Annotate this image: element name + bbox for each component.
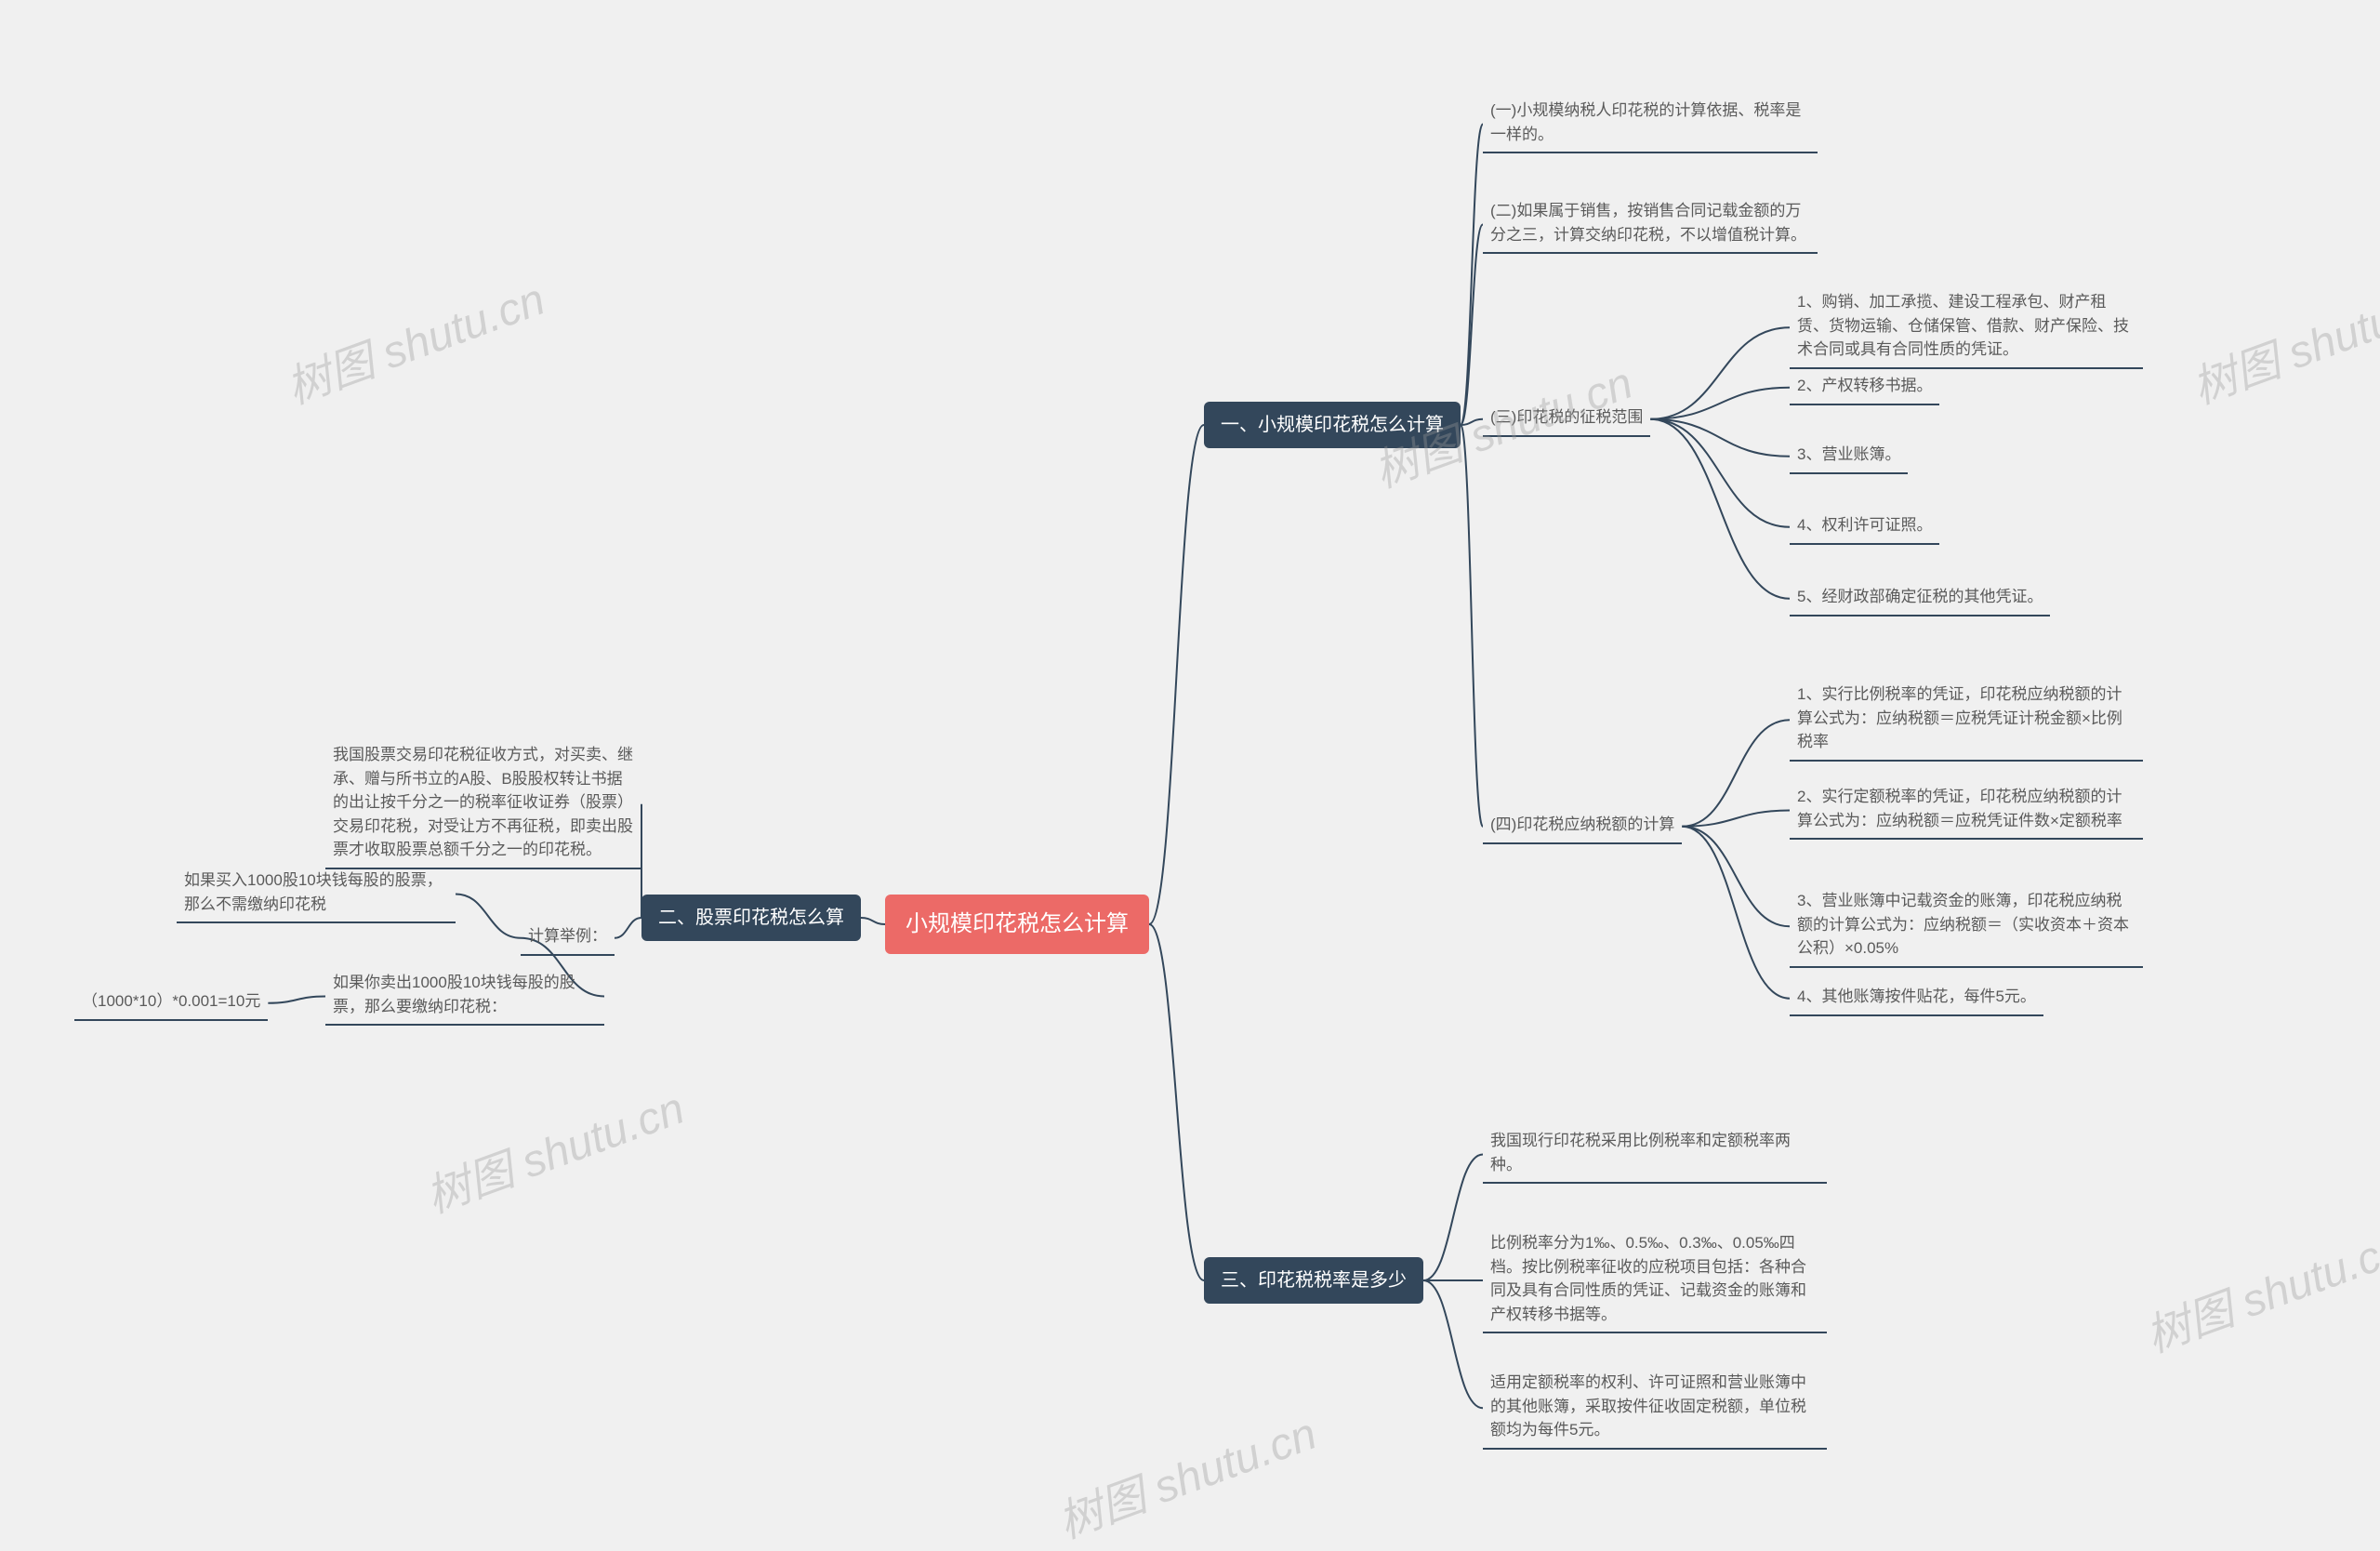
watermark: 树图 shutu.cn <box>2182 262 2380 416</box>
leaf-2-2-2-1: （1000*10）*0.001=10元 <box>74 986 268 1021</box>
branch-3: 三、印花税税率是多少 <box>1204 1257 1423 1304</box>
leaf-2-2-2: 如果你卖出1000股10块钱每股的股票，那么要缴纳印花税： <box>325 967 604 1026</box>
leaf-1-1: (一)小规模纳税人印花税的计算依据、税率是一样的。 <box>1483 95 1818 153</box>
leaf-1-2: (二)如果属于销售，按销售合同记载金额的万分之三，计算交纳印花税，不以增值税计算… <box>1483 195 1818 254</box>
leaf-1-4-4: 4、其他账簿按件贴花，每件5元。 <box>1790 981 2043 1016</box>
leaf-2-2-1: 如果买入1000股10块钱每股的股票，那么不需缴纳印花税 <box>177 865 456 923</box>
leaf-1-4-2: 2、实行定额税率的凭证，印花税应纳税额的计算公式为：应纳税额＝应税凭证件数×定额… <box>1790 781 2143 840</box>
leaf-2-1: 我国股票交易印花税征收方式，对买卖、继承、赠与所书立的A股、B股股权转让书据的出… <box>325 739 641 869</box>
branch-2: 二、股票印花税怎么算 <box>641 895 861 941</box>
leaf-2-2: 计算举例： <box>521 921 615 956</box>
watermark: 树图 shutu.cn <box>416 1071 692 1225</box>
watermark: 树图 shutu.cn <box>276 262 552 416</box>
leaf-1-3-2: 2、产权转移书据。 <box>1790 370 1939 405</box>
leaf-1-4-1: 1、实行比例税率的凭证，印花税应纳税额的计算公式为：应纳税额＝应税凭证计税金额×… <box>1790 679 2143 762</box>
leaf-1-3-5: 5、经财政部确定征税的其他凭证。 <box>1790 581 2050 616</box>
watermark: 树图 shutu.cn <box>1048 1397 1324 1550</box>
leaf-1-3: (三)印花税的征税范围 <box>1483 402 1650 437</box>
leaf-3-1: 我国现行印花税采用比例税率和定额税率两种。 <box>1483 1125 1827 1184</box>
leaf-1-3-1: 1、购销、加工承揽、建设工程承包、财产租赁、货物运输、仓储保管、借款、财产保险、… <box>1790 286 2143 369</box>
leaf-3-3: 适用定额税率的权利、许可证照和营业账簿中的其他账簿，采取按件征收固定税额，单位税… <box>1483 1367 1827 1450</box>
leaf-1-3-3: 3、营业账簿。 <box>1790 439 1908 474</box>
leaf-1-4: (四)印花税应纳税额的计算 <box>1483 809 1682 844</box>
branch-1: 一、小规模印花税怎么计算 <box>1204 402 1461 448</box>
watermark: 树图 shutu.cn <box>2135 1211 2380 1364</box>
leaf-1-4-3: 3、营业账簿中记载资金的账簿，印花税应纳税额的计算公式为：应纳税额＝（实收资本＋… <box>1790 885 2143 968</box>
center-node: 小规模印花税怎么计算 <box>885 895 1149 954</box>
leaf-1-3-4: 4、权利许可证照。 <box>1790 510 1939 545</box>
leaf-3-2: 比例税率分为1‰、0.5‰、0.3‰、0.05‰四档。按比例税率征收的应税项目包… <box>1483 1227 1827 1333</box>
